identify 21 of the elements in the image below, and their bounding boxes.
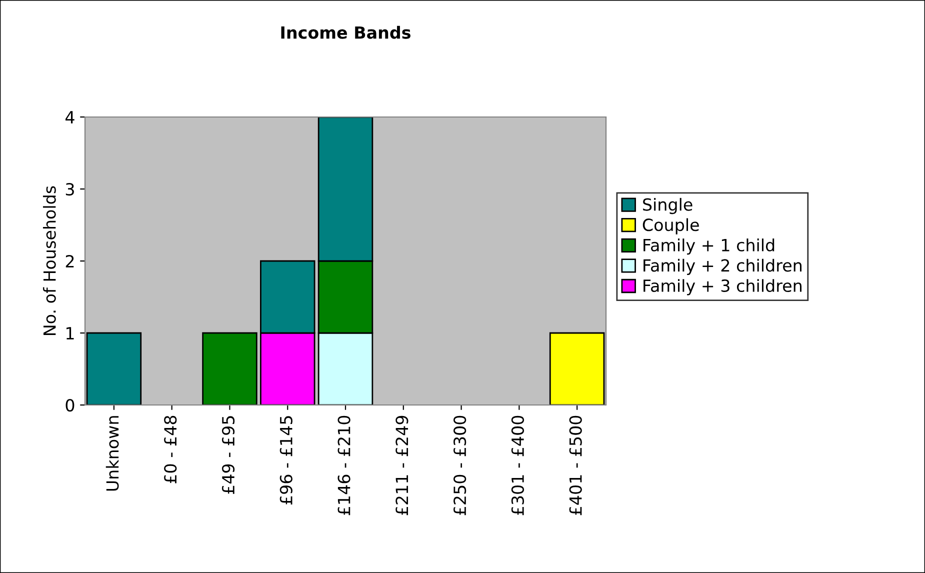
x-tick-label: £211 - £249 — [396, 416, 408, 516]
y-tick-label: 0 — [66, 398, 74, 412]
legend-label: Family + 1 child — [644, 238, 774, 255]
x-tick-label: Unknown — [106, 416, 119, 491]
x-tick-label: £401 - £500 — [569, 416, 582, 516]
legend-label: Couple — [642, 218, 699, 234]
x-tick-label: £96 - £145 — [280, 416, 292, 505]
y-axis-title: No. of Households — [42, 186, 56, 335]
x-tick-label: £0 - £48 — [164, 416, 177, 484]
x-tick-label: £49 - £95 — [222, 416, 235, 494]
x-tick-label: £301 - £400 — [511, 416, 524, 516]
legend-label: Single — [643, 198, 692, 214]
y-tick-label: 1 — [66, 327, 74, 340]
chart-title: Income Bands — [281, 26, 410, 39]
legend-label: Family + 3 children — [644, 279, 802, 296]
legend-label: Family + 2 children — [644, 258, 802, 275]
x-tick-label: £250 - £300 — [454, 416, 466, 516]
y-tick-label: 3 — [66, 182, 74, 196]
y-tick-label: 4 — [65, 111, 74, 124]
x-tick-label: £146 - £210 — [338, 416, 350, 516]
y-tick-label: 2 — [66, 254, 74, 268]
